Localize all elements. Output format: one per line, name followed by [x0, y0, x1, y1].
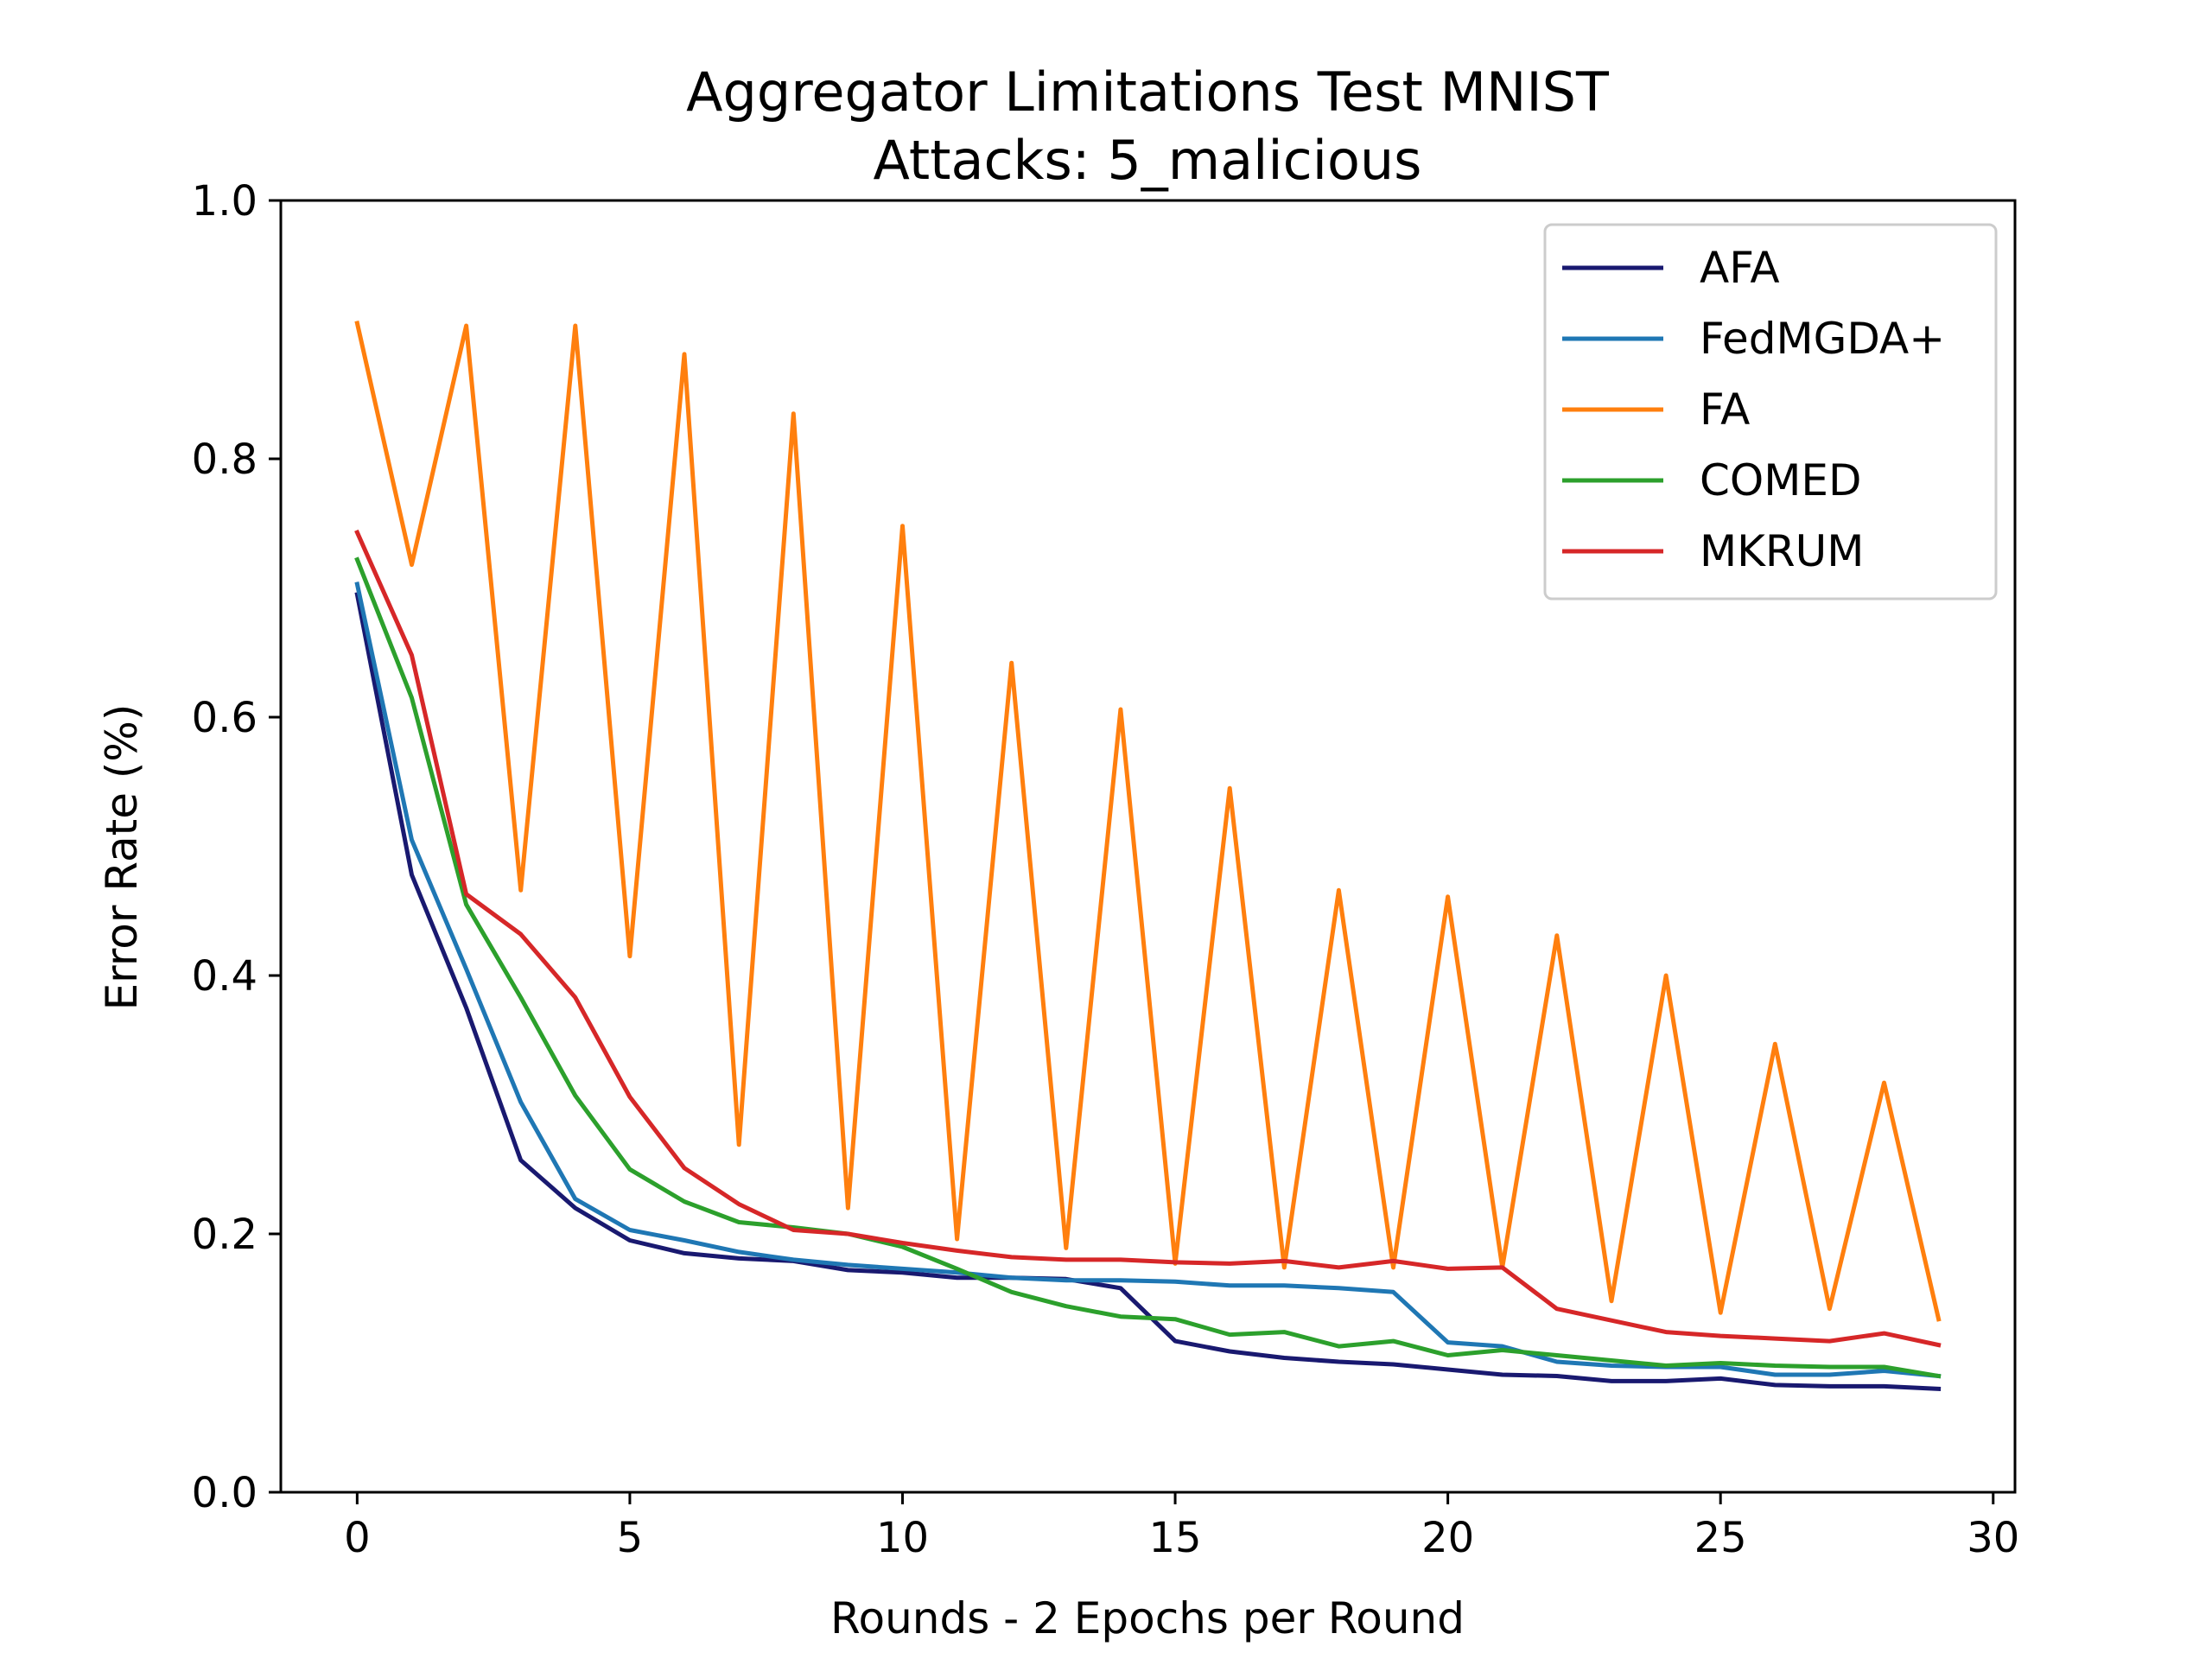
y-tick-label: 0.4	[192, 952, 257, 1001]
y-tick-label: 0.0	[192, 1469, 257, 1517]
y-tick-label: 1.0	[192, 177, 257, 226]
legend-box	[1543, 223, 1998, 601]
chart-title: Aggregator Limitations Test MNIST	[686, 60, 1610, 124]
legend-label-afa: AFA	[1700, 243, 1780, 293]
x-tick-label: 20	[1421, 1514, 1474, 1562]
y-tick-label: 0.2	[192, 1211, 257, 1259]
x-tick-label: 30	[1967, 1514, 2019, 1562]
legend-label-comed: COMED	[1700, 455, 1862, 505]
y-tick-label: 0.6	[192, 694, 257, 742]
series-line-fa	[354, 321, 1942, 1322]
legend: AFA FedMGDA+ FA COMED MKRUM	[1543, 223, 1998, 601]
x-tick-label: 15	[1149, 1514, 1202, 1562]
series-line-mkrum	[354, 529, 1942, 1348]
axis-ticks: 0 5 10 15 20 25 30 0.0 0.2 0.4 0.6 0.8 1.0	[192, 177, 2020, 1562]
series-lines	[354, 321, 1942, 1392]
series-line-afa	[354, 592, 1942, 1392]
x-tick-label: 25	[1694, 1514, 1747, 1562]
y-axis-label: Error Rate (%)	[97, 704, 147, 1011]
legend-label-fedmgda: FedMGDA+	[1700, 314, 1945, 364]
chart-subtitle: Attacks: 5_malicious	[874, 129, 1422, 192]
y-tick-label: 0.8	[192, 435, 257, 484]
x-axis-label: Rounds - 2 Epochs per Round	[830, 1593, 1465, 1643]
x-tick-label: 5	[617, 1514, 644, 1562]
x-tick-label: 0	[344, 1514, 371, 1562]
legend-label-mkrum: MKRUM	[1700, 526, 1864, 576]
series-line-comed	[354, 556, 1942, 1379]
x-tick-label: 10	[876, 1514, 929, 1562]
legend-label-fa: FA	[1700, 385, 1750, 435]
